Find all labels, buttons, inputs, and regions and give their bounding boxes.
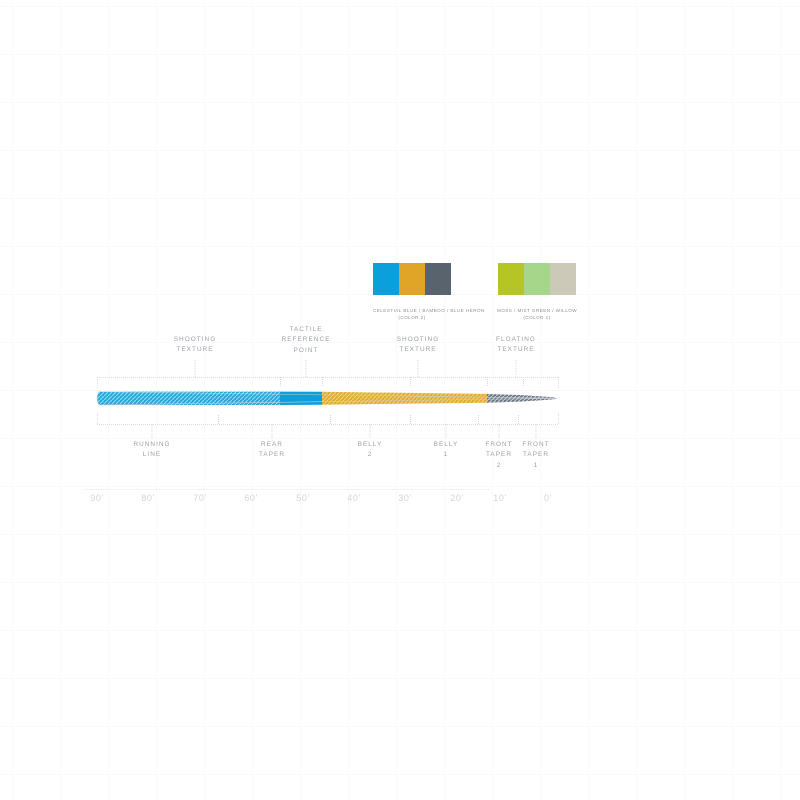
- callout-running-line: RUNNING LINE: [133, 441, 171, 459]
- leader-front-taper-1: [535, 424, 537, 438]
- lower-bracket-tick: [330, 415, 331, 424]
- ruler-axis-line: [84, 489, 490, 490]
- ruler-tick-90: 90': [90, 493, 104, 503]
- upper-bracket-tick: [410, 377, 411, 386]
- swatch-caption-color-2: CELESTIAL BLUE / BAMBOO / BLUE HERON (CO…: [373, 307, 485, 321]
- callout-shooting-texture-rear: SHOOTING TEXTURE: [173, 336, 217, 354]
- ruler-tick-30: 30': [398, 493, 412, 503]
- color-swatch-group-color-1: MOSS / MIST GREEN / WILLOW (COLOR 1): [497, 263, 577, 320]
- swatch-chip-blue-heron: [425, 263, 451, 295]
- lower-bracket-left-end: [97, 413, 98, 424]
- lower-bracket-tick: [518, 415, 519, 424]
- upper-bracket-tick: [322, 377, 323, 386]
- upper-bracket-tick: [280, 377, 281, 386]
- swatch-chip-celestial-blue: [373, 263, 399, 295]
- lower-bracket: [97, 424, 558, 425]
- swatch-chip-willow: [550, 263, 576, 295]
- swatch-chips: [373, 263, 451, 295]
- upper-bracket: [97, 377, 558, 378]
- line-section-rear-taper: [280, 391, 322, 405]
- leader-belly-1: [445, 424, 447, 438]
- leader-tactile-reference-point: [305, 360, 307, 377]
- ruler-tick-70: 70': [193, 493, 207, 503]
- leader-shooting-texture-front: [417, 360, 419, 377]
- line-section-running-line: [97, 391, 280, 405]
- leader-front-taper-2: [498, 424, 500, 438]
- upper-bracket-right-end: [558, 377, 559, 388]
- callout-front-taper-1: FRONT TAPER 1: [522, 441, 550, 469]
- swatch-caption-line2: (COLOR 2): [398, 315, 426, 321]
- swatch-caption-line1: MOSS / MIST GREEN / WILLOW: [496, 308, 578, 313]
- swatch-chips: [498, 263, 576, 295]
- swatch-chip-bamboo: [399, 263, 425, 295]
- leader-floating-texture: [515, 360, 517, 377]
- callout-belly-2: BELLY 2: [357, 441, 383, 459]
- upper-bracket-tick: [487, 377, 488, 386]
- ruler-tick-50: 50': [296, 493, 310, 503]
- leader-running-line: [151, 424, 153, 438]
- leader-rear-taper: [271, 424, 273, 438]
- callout-front-taper-2: FRONT TAPER 2: [485, 441, 513, 469]
- ruler-tick-20: 20': [450, 493, 464, 503]
- ruler-tick-60: 60': [244, 493, 258, 503]
- ruler-tick-10: 10': [493, 493, 507, 503]
- callout-tactile-reference-point: TACTILE REFERENCE POINT: [281, 326, 331, 354]
- upper-bracket-tick: [523, 377, 524, 386]
- line-section-belly: [322, 391, 487, 405]
- callout-floating-texture: FLOATING TEXTURE: [496, 336, 536, 354]
- ruler-tick-0: 0': [544, 493, 552, 503]
- fly-line-sections: [97, 391, 557, 405]
- lower-bracket-tick: [410, 415, 411, 424]
- swatch-chip-moss: [498, 263, 524, 295]
- callout-belly-1: BELLY 1: [433, 441, 459, 459]
- leader-belly-2: [369, 424, 371, 438]
- ruler-tick-80: 80': [141, 493, 155, 503]
- fly-line-outline: [96, 391, 558, 406]
- lower-bracket-tick: [218, 415, 219, 424]
- ruler-tick-40: 40': [347, 493, 361, 503]
- swatch-chip-mist-green: [524, 263, 550, 295]
- swatch-caption-color-1: MOSS / MIST GREEN / WILLOW (COLOR 1): [497, 307, 577, 321]
- swatch-caption-line1: CELESTIAL BLUE / BAMBOO / BLUE HERON: [373, 308, 485, 313]
- upper-bracket-left-end: [97, 377, 98, 388]
- callout-rear-taper: REAR TAPER: [258, 441, 286, 459]
- callout-shooting-texture-front: SHOOTING TEXTURE: [396, 336, 440, 354]
- swatch-caption-line2: (COLOR 1): [523, 315, 551, 321]
- leader-shooting-texture-rear: [194, 360, 196, 377]
- color-swatch-group-color-2: CELESTIAL BLUE / BAMBOO / BLUE HERON (CO…: [373, 263, 484, 320]
- lower-bracket-right-end: [558, 413, 559, 424]
- lower-bracket-tick: [478, 415, 479, 424]
